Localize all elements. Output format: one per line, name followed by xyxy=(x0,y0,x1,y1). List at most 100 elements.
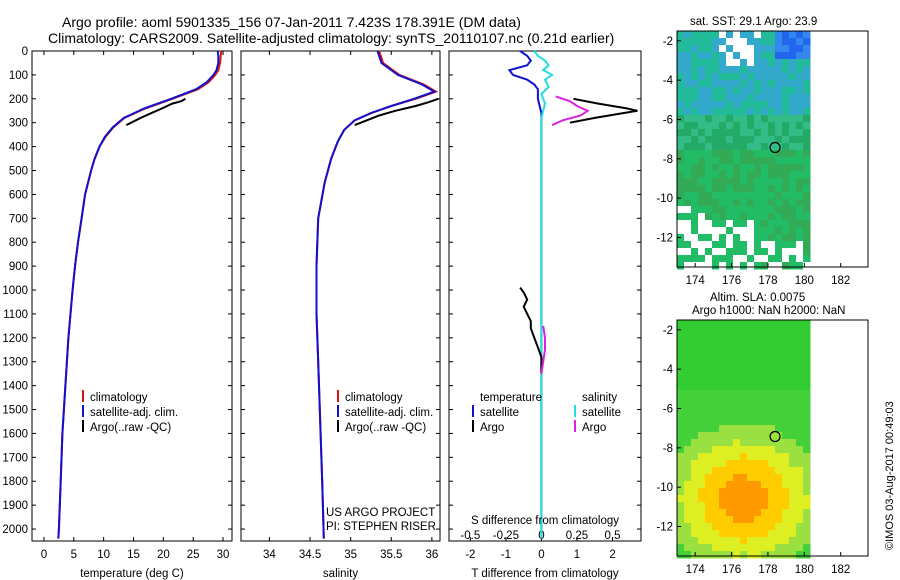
map-frame-3 xyxy=(676,30,869,268)
map-cell xyxy=(726,192,734,200)
map-cell xyxy=(719,59,727,67)
map-cell xyxy=(768,164,776,172)
map-cell xyxy=(754,544,762,552)
map-cell xyxy=(796,460,804,468)
map-cell xyxy=(684,129,692,137)
map-cell xyxy=(796,425,804,433)
map-cell xyxy=(691,199,699,207)
map-cell xyxy=(733,108,741,116)
map-cell xyxy=(691,164,699,172)
map-cell xyxy=(796,418,804,426)
map-cell xyxy=(747,481,755,489)
map-cell xyxy=(789,390,797,398)
map-cell xyxy=(740,432,748,440)
map-cell xyxy=(726,80,734,88)
map-cell xyxy=(712,474,720,482)
map-cell xyxy=(768,355,776,363)
map-cell xyxy=(712,411,720,419)
map-cell xyxy=(726,241,734,249)
map-cell xyxy=(677,390,685,398)
map-cell xyxy=(719,446,727,454)
map-cell xyxy=(698,334,706,342)
map-cell xyxy=(705,467,713,475)
map-cell xyxy=(740,143,748,151)
map-cell xyxy=(726,185,734,193)
x-tick-label-salinity: 35 xyxy=(344,549,357,561)
map-cell xyxy=(712,453,720,461)
map-cell xyxy=(698,213,706,221)
map-cell xyxy=(740,418,748,426)
map-cell xyxy=(705,157,713,165)
map-cell xyxy=(712,150,720,158)
map-cell xyxy=(698,52,706,60)
map-cell xyxy=(789,544,797,552)
map-cell xyxy=(754,38,762,46)
map-cell xyxy=(796,185,804,193)
map-cell xyxy=(775,383,783,391)
map-cell xyxy=(677,52,685,60)
map-cell xyxy=(782,234,790,242)
map-cell xyxy=(712,432,720,440)
map-cell xyxy=(761,101,769,109)
map-cell xyxy=(684,122,692,130)
map-cell xyxy=(705,115,713,123)
map-cell xyxy=(691,320,699,328)
map-cell xyxy=(726,73,734,81)
map-cells-sla-map xyxy=(677,320,811,559)
map-cell xyxy=(677,362,685,370)
map-cell xyxy=(684,192,692,200)
map-cell xyxy=(782,341,790,349)
map-cell xyxy=(684,164,692,172)
map-cell xyxy=(803,31,811,39)
map-cell xyxy=(712,87,720,95)
argo-position-marker xyxy=(769,430,781,443)
map-cell xyxy=(705,404,713,412)
map-cell xyxy=(740,101,748,109)
map-cell xyxy=(705,164,713,172)
map-cell xyxy=(782,94,790,102)
map-cell xyxy=(768,94,776,102)
map-cell xyxy=(740,544,748,552)
map-cell xyxy=(796,495,804,503)
map-cell xyxy=(691,495,699,503)
map-cell xyxy=(782,460,790,468)
map-cell xyxy=(740,467,748,475)
map-cell xyxy=(698,411,706,419)
map-cell xyxy=(719,255,727,263)
map-cell xyxy=(747,509,755,517)
map-cell xyxy=(775,481,783,489)
map-cell xyxy=(684,248,692,256)
map-cell xyxy=(726,341,734,349)
map-cell xyxy=(712,467,720,475)
map-cell xyxy=(761,446,769,454)
map-cell xyxy=(712,334,720,342)
map-cell xyxy=(782,108,790,116)
map-cell xyxy=(768,87,776,95)
map-cell xyxy=(796,220,804,228)
map-cell xyxy=(775,425,783,433)
map-cell xyxy=(677,453,685,461)
map-cell xyxy=(705,199,713,207)
map-cell xyxy=(768,178,776,186)
map-cell xyxy=(796,206,804,214)
map-cell xyxy=(796,129,804,137)
map-cell xyxy=(733,341,741,349)
legend-label-0-2: Argo(..raw -QC) xyxy=(90,422,171,434)
map-cell xyxy=(719,327,727,335)
map-cell xyxy=(782,199,790,207)
map-cell xyxy=(691,404,699,412)
map-cell xyxy=(726,495,734,503)
map-cell xyxy=(782,327,790,335)
map-cell xyxy=(677,94,685,102)
y-tick-label: 1200 xyxy=(2,333,28,345)
map-cell xyxy=(789,101,797,109)
map-cell xyxy=(691,390,699,398)
map-cell xyxy=(691,467,699,475)
map-cell xyxy=(705,31,713,39)
map-cell xyxy=(712,213,720,221)
map-cell xyxy=(803,460,811,468)
map-cell xyxy=(726,446,734,454)
map-cell xyxy=(803,150,811,158)
map-cell xyxy=(691,418,699,426)
map-cell xyxy=(712,327,720,335)
